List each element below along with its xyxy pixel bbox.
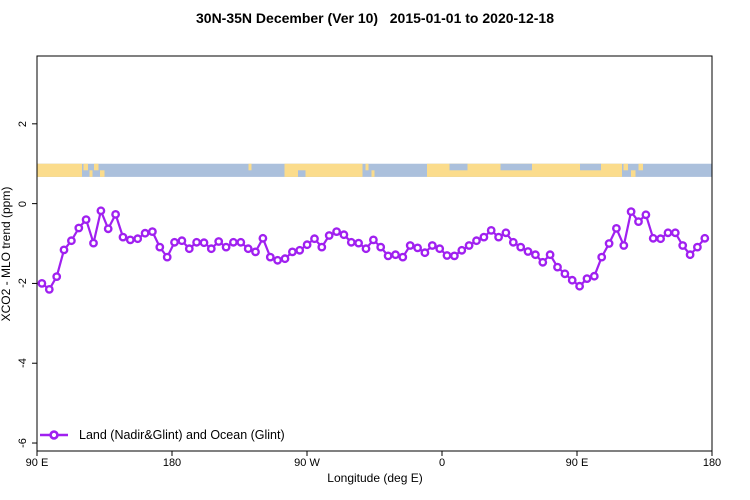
- legend-label: Land (Nadir&Glint) and Ocean (Glint): [79, 428, 285, 442]
- y-tick-label: -6: [17, 438, 29, 448]
- x-tick-label: 180: [702, 457, 722, 469]
- data-line: [41, 209, 706, 291]
- y-tick-label: -2: [17, 278, 29, 289]
- x-tick-label: 90 E: [565, 457, 589, 469]
- y-axis-label: XCO2 - MLO trend (ppm): [0, 186, 13, 322]
- legend: Land (Nadir&Glint) and Ocean (Glint): [40, 428, 285, 442]
- map-strip: [37, 163, 712, 177]
- y-tick-label: 2: [17, 120, 29, 127]
- legend-marker-icon: [40, 430, 68, 440]
- chart-title: 30N-35N December (Ver 10) 2015-01-01 to …: [196, 10, 554, 26]
- x-tick-label: 90 W: [294, 457, 320, 469]
- x-tick-label: 90 E: [25, 457, 49, 469]
- data-markers: [37, 206, 710, 294]
- x-axis-label: Longitude (deg E): [327, 471, 423, 485]
- y-tick-label: -4: [17, 358, 29, 369]
- x-tick-label: 0: [438, 457, 446, 469]
- y-tick-label: 0: [17, 200, 29, 207]
- x-tick-label: 180: [162, 457, 182, 469]
- axis-ticks: [32, 123, 713, 456]
- legend-swatch-spacer: [40, 429, 70, 441]
- plot-border: [36, 55, 713, 452]
